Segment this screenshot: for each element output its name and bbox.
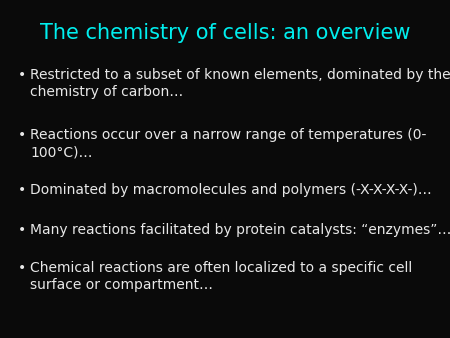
Text: •: • <box>18 223 26 237</box>
Text: Restricted to a subset of known elements, dominated by the
chemistry of carbon…: Restricted to a subset of known elements… <box>30 68 450 99</box>
Text: Chemical reactions are often localized to a specific cell
surface or compartment: Chemical reactions are often localized t… <box>30 261 412 292</box>
Text: The chemistry of cells: an overview: The chemistry of cells: an overview <box>40 23 410 43</box>
Text: •: • <box>18 68 26 82</box>
Text: •: • <box>18 128 26 142</box>
Text: Dominated by macromolecules and polymers (-X-X-X-X-)…: Dominated by macromolecules and polymers… <box>30 183 432 197</box>
Text: •: • <box>18 183 26 197</box>
Text: •: • <box>18 261 26 275</box>
Text: Reactions occur over a narrow range of temperatures (0-
100°C)…: Reactions occur over a narrow range of t… <box>30 128 427 159</box>
Text: Many reactions facilitated by protein catalysts: “enzymes”…: Many reactions facilitated by protein ca… <box>30 223 450 237</box>
